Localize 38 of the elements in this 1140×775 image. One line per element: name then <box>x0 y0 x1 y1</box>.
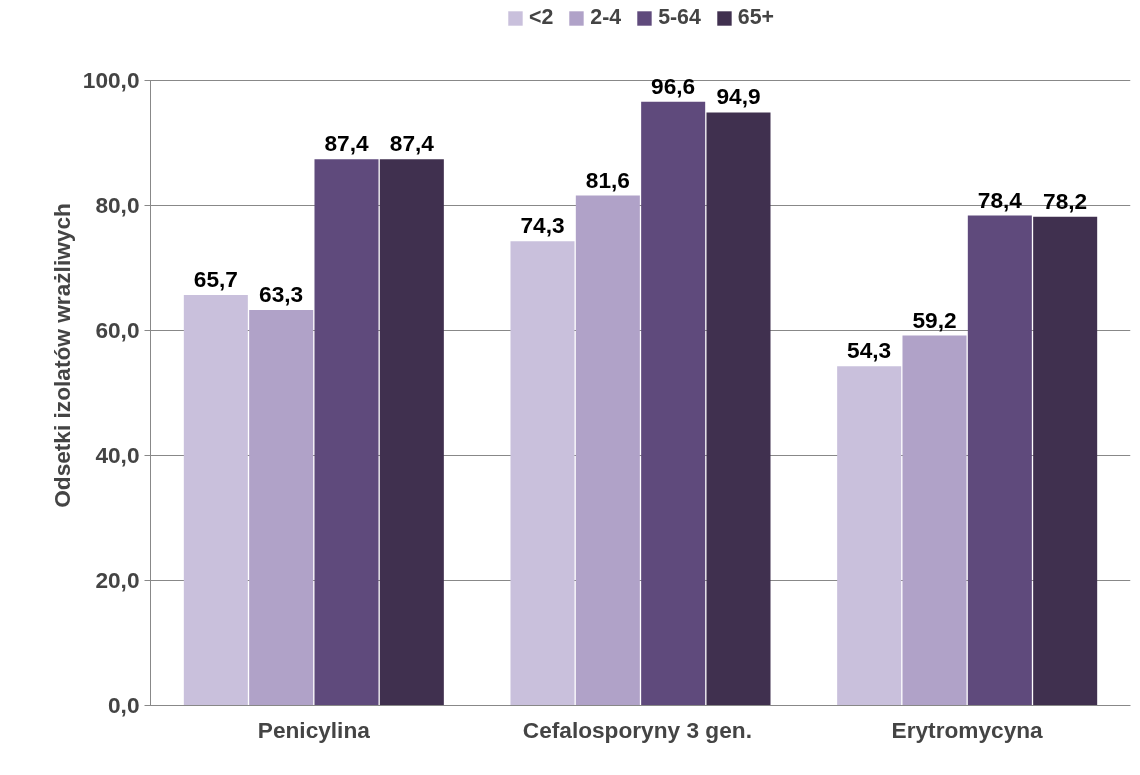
bar <box>967 215 1032 706</box>
legend-label: 5-64 <box>658 5 701 30</box>
bar <box>706 112 771 706</box>
x-tick-label: Erytromycyna <box>891 716 1044 743</box>
legend-label: <2 <box>528 5 554 30</box>
data-label: 96,6 <box>651 72 696 99</box>
data-label: 63,3 <box>259 280 304 307</box>
data-label: 81,6 <box>585 166 630 193</box>
data-label: 87,4 <box>324 130 369 157</box>
data-label: 74,3 <box>520 212 565 239</box>
data-label: 54,3 <box>847 337 892 364</box>
x-tick-label: Cefalosporyny 3 gen. <box>522 716 752 743</box>
bar <box>641 101 706 706</box>
y-tick-label: 0,0 <box>108 692 140 718</box>
data-label: 78,4 <box>977 186 1023 213</box>
bar <box>837 366 902 706</box>
data-label: 78,2 <box>1043 187 1088 214</box>
legend-label: 2-4 <box>590 5 622 30</box>
bar <box>379 159 444 706</box>
y-axis-title: Odsetki izolatów wrażliwych <box>48 203 75 508</box>
data-label: 65,7 <box>193 265 238 292</box>
data-label: 94,9 <box>716 83 761 110</box>
bar <box>510 241 575 706</box>
bar <box>575 195 640 706</box>
y-tick-label: 80,0 <box>95 192 140 218</box>
y-tick-label: 100,0 <box>82 67 140 93</box>
bar <box>249 309 314 706</box>
data-label: 87,4 <box>389 130 435 157</box>
bar <box>1033 216 1098 706</box>
data-label: 59,2 <box>912 306 957 333</box>
bar <box>314 159 379 706</box>
x-tick-label: Penicylina <box>257 716 371 743</box>
y-tick-label: 40,0 <box>95 442 140 468</box>
bar <box>902 335 967 706</box>
bar <box>183 294 248 706</box>
legend-label: 65+ <box>737 5 775 30</box>
y-tick-label: 20,0 <box>95 567 140 593</box>
y-tick-label: 60,0 <box>95 317 140 343</box>
